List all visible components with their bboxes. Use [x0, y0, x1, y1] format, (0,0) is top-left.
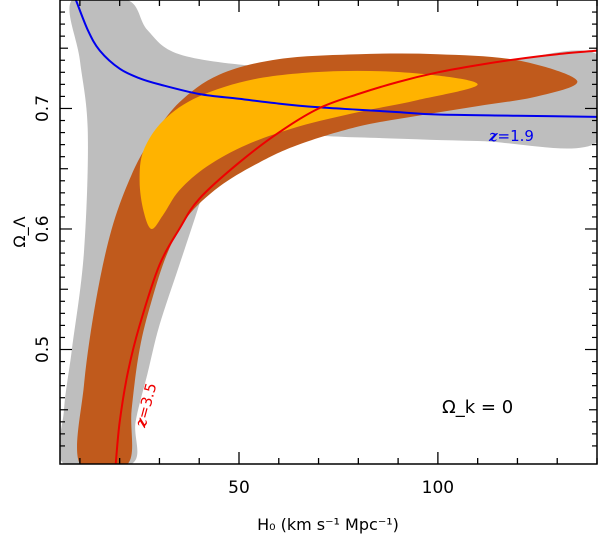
curve-label-z19-var: z	[488, 127, 498, 145]
omega-k-annotation: Ω_k = 0	[442, 397, 513, 418]
x-tick-label: 50	[228, 478, 250, 498]
curve-label-z19: z=1.9	[488, 127, 534, 145]
curve-label-z19-val: =1.9	[498, 127, 534, 145]
curve-0	[74, 0, 597, 118]
curve-1	[114, 49, 597, 464]
x-tick-label: 100	[422, 478, 454, 498]
y-tick-label: 0.7	[33, 95, 53, 122]
contour-layer	[77, 53, 578, 464]
tick-layer: 50 100 0.5 0.6 0.7	[33, 0, 598, 498]
plot-frame	[59, 0, 598, 465]
contour-inner	[139, 70, 478, 230]
x-axis-label: H₀ (km s⁻¹ Mpc⁻¹)	[257, 515, 399, 534]
y-axis-label: Ω_Λ	[10, 216, 30, 247]
y-tick-label: 0.5	[33, 336, 53, 363]
plot-area	[60, 0, 597, 464]
curve-layer	[74, 0, 597, 464]
y-tick-label: 0.6	[33, 215, 53, 242]
